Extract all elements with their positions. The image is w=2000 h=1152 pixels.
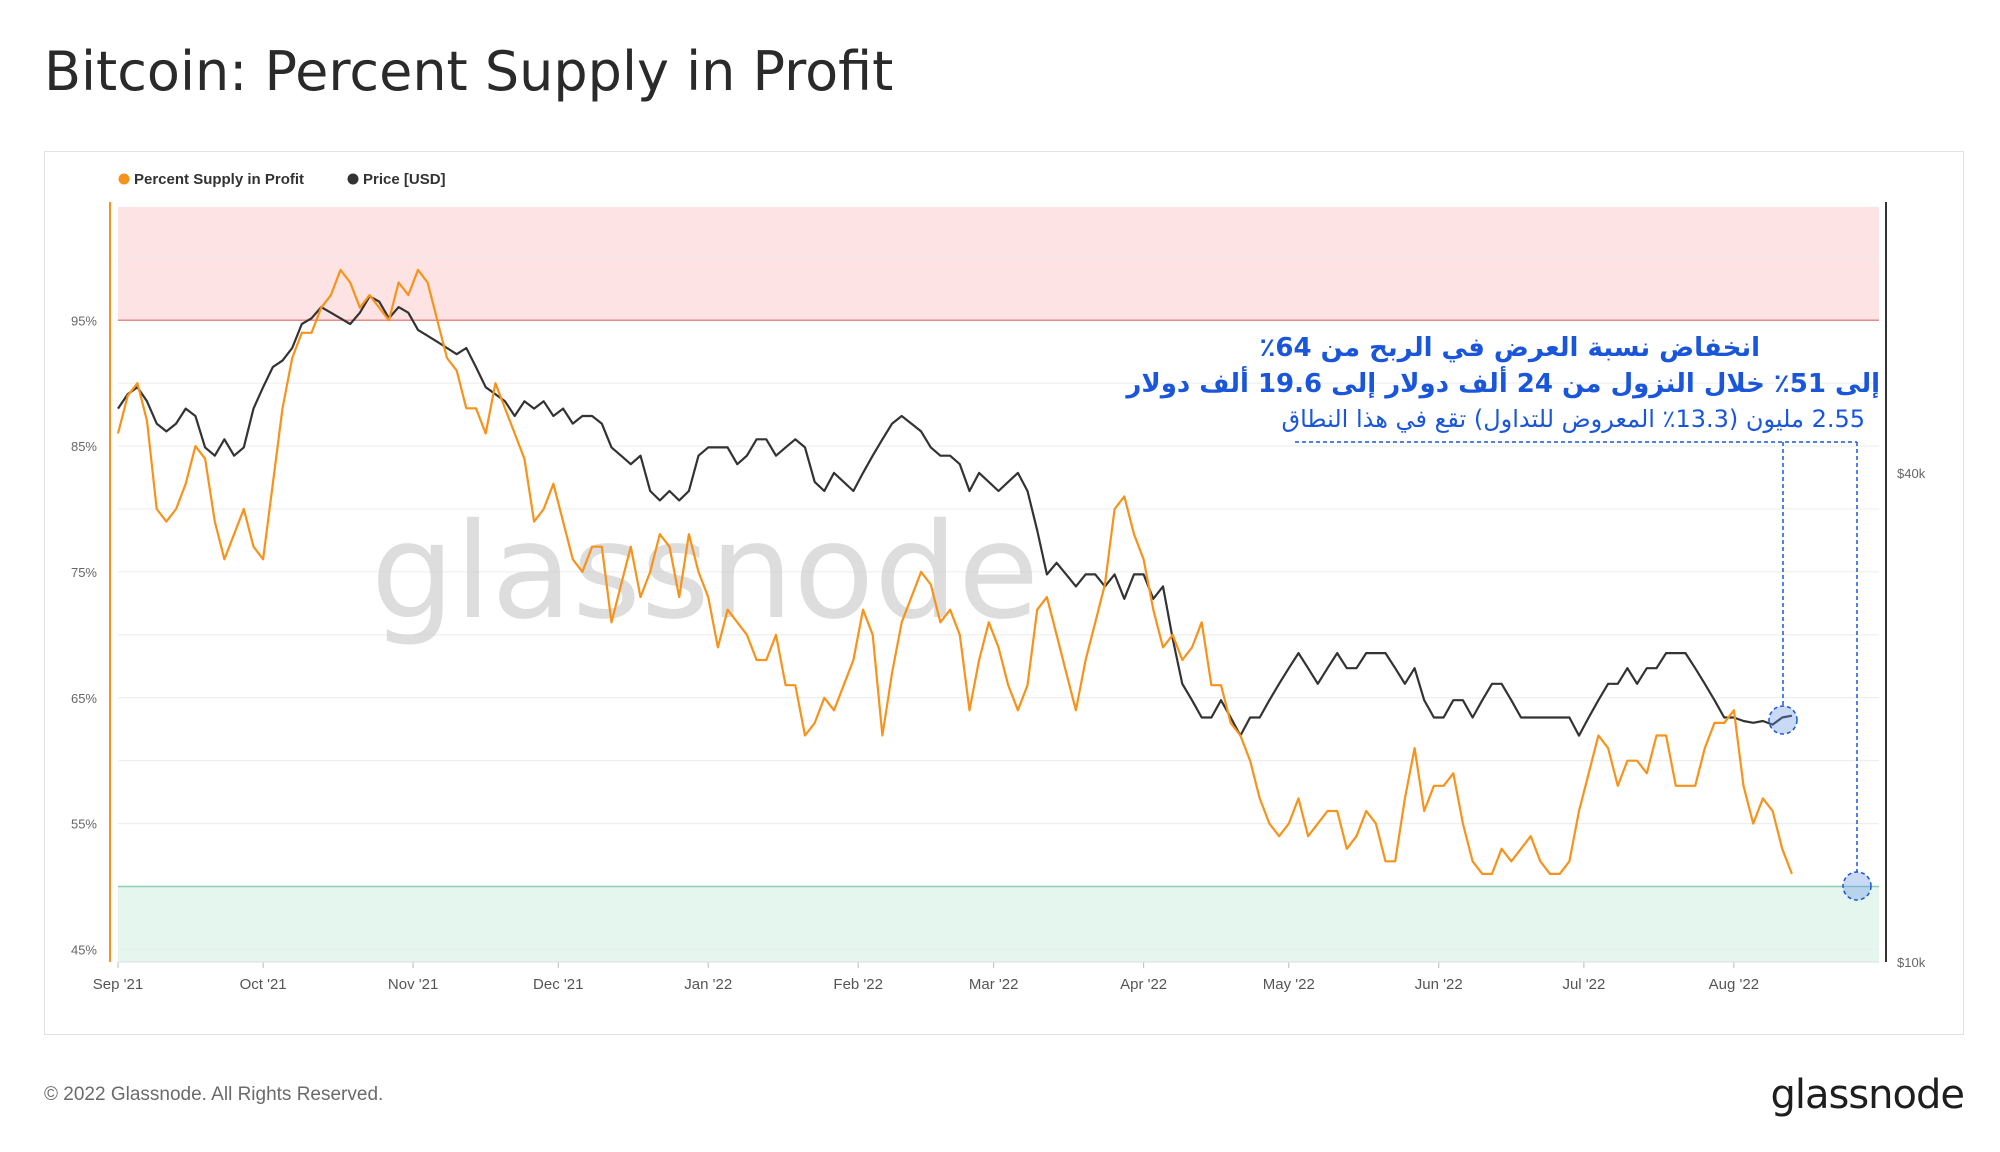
x-tick-label: Jun '22 [1415,976,1463,993]
y-left-tick-label: 75% [71,565,97,580]
legend-dot-supply [118,173,130,185]
y-left-tick-label: 95% [71,313,97,328]
chart-panel: Percent Supply in Profit Price [USD] gla… [44,151,1964,1035]
x-tick-label: Dec '21 [533,976,583,993]
x-tick-label: Apr '22 [1120,976,1167,993]
annotation-line-1: انخفاض نسبة العرض في الربح من 64٪ [1259,333,1760,363]
x-tick-label: May '22 [1263,976,1315,993]
glassnode-logo: glassnode [1770,1072,1965,1118]
highlight-circle-end [1842,871,1872,901]
annotation-line-2: إلى 51٪ خلال النزول من 24 ألف دولار إلى … [1124,366,1880,399]
legend-label-supply[interactable]: Percent Supply in Profit [134,171,304,188]
band-profit [118,207,1879,321]
series-price [117,295,1793,737]
y-right-tick-label: $10k [1897,955,1926,970]
x-tick-label: Aug '22 [1709,976,1759,993]
copyright-notice: © 2022 Glassnode. All Rights Reserved. [44,1084,384,1105]
threshold-bands [118,207,1879,962]
x-tick-label: Sep '21 [93,976,143,993]
legend-label-price[interactable]: Price [USD] [363,171,446,188]
y-left-tick-label: 85% [71,439,97,454]
highlight-circle-start [1768,705,1798,735]
x-tick-label: Mar '22 [969,976,1019,993]
watermark: glassnode [371,495,1039,649]
annotation-line-3: 2.55 مليون (13.3٪ المعروض للتداول) تقع ف… [1282,405,1866,433]
annotation: انخفاض نسبة العرض في الربح من 64٪ إلى 51… [1124,333,1880,433]
y-left-tick-label: 55% [71,817,97,832]
legend-dot-price [347,173,359,185]
x-tick-label: Oct '21 [240,976,287,993]
y-left-tick-label: 45% [71,942,97,957]
price-line [117,295,1793,737]
x-tick-label: Jan '22 [684,976,732,993]
band-loss [118,886,1879,962]
x-tick-label: Nov '21 [388,976,438,993]
x-tick-label: Feb '22 [833,976,883,993]
series-supply [116,268,1793,876]
supply-line [116,268,1793,876]
axes: 95% 85% 75% 65% 55% 45% $40k $10k Sep '21 Oct '21… [71,202,1926,993]
y-right-tick-label: $40k [1897,466,1926,481]
x-tick-label: Jul '22 [1562,976,1605,993]
legend[interactable]: Percent Supply in Profit Price [USD] [118,171,446,188]
page-title: Bitcoin: Percent Supply in Profit [44,40,894,103]
chart: Percent Supply in Profit Price [USD] gla… [71,171,1926,993]
annotation-guides [1295,441,1872,901]
y-left-tick-label: 65% [71,691,97,706]
